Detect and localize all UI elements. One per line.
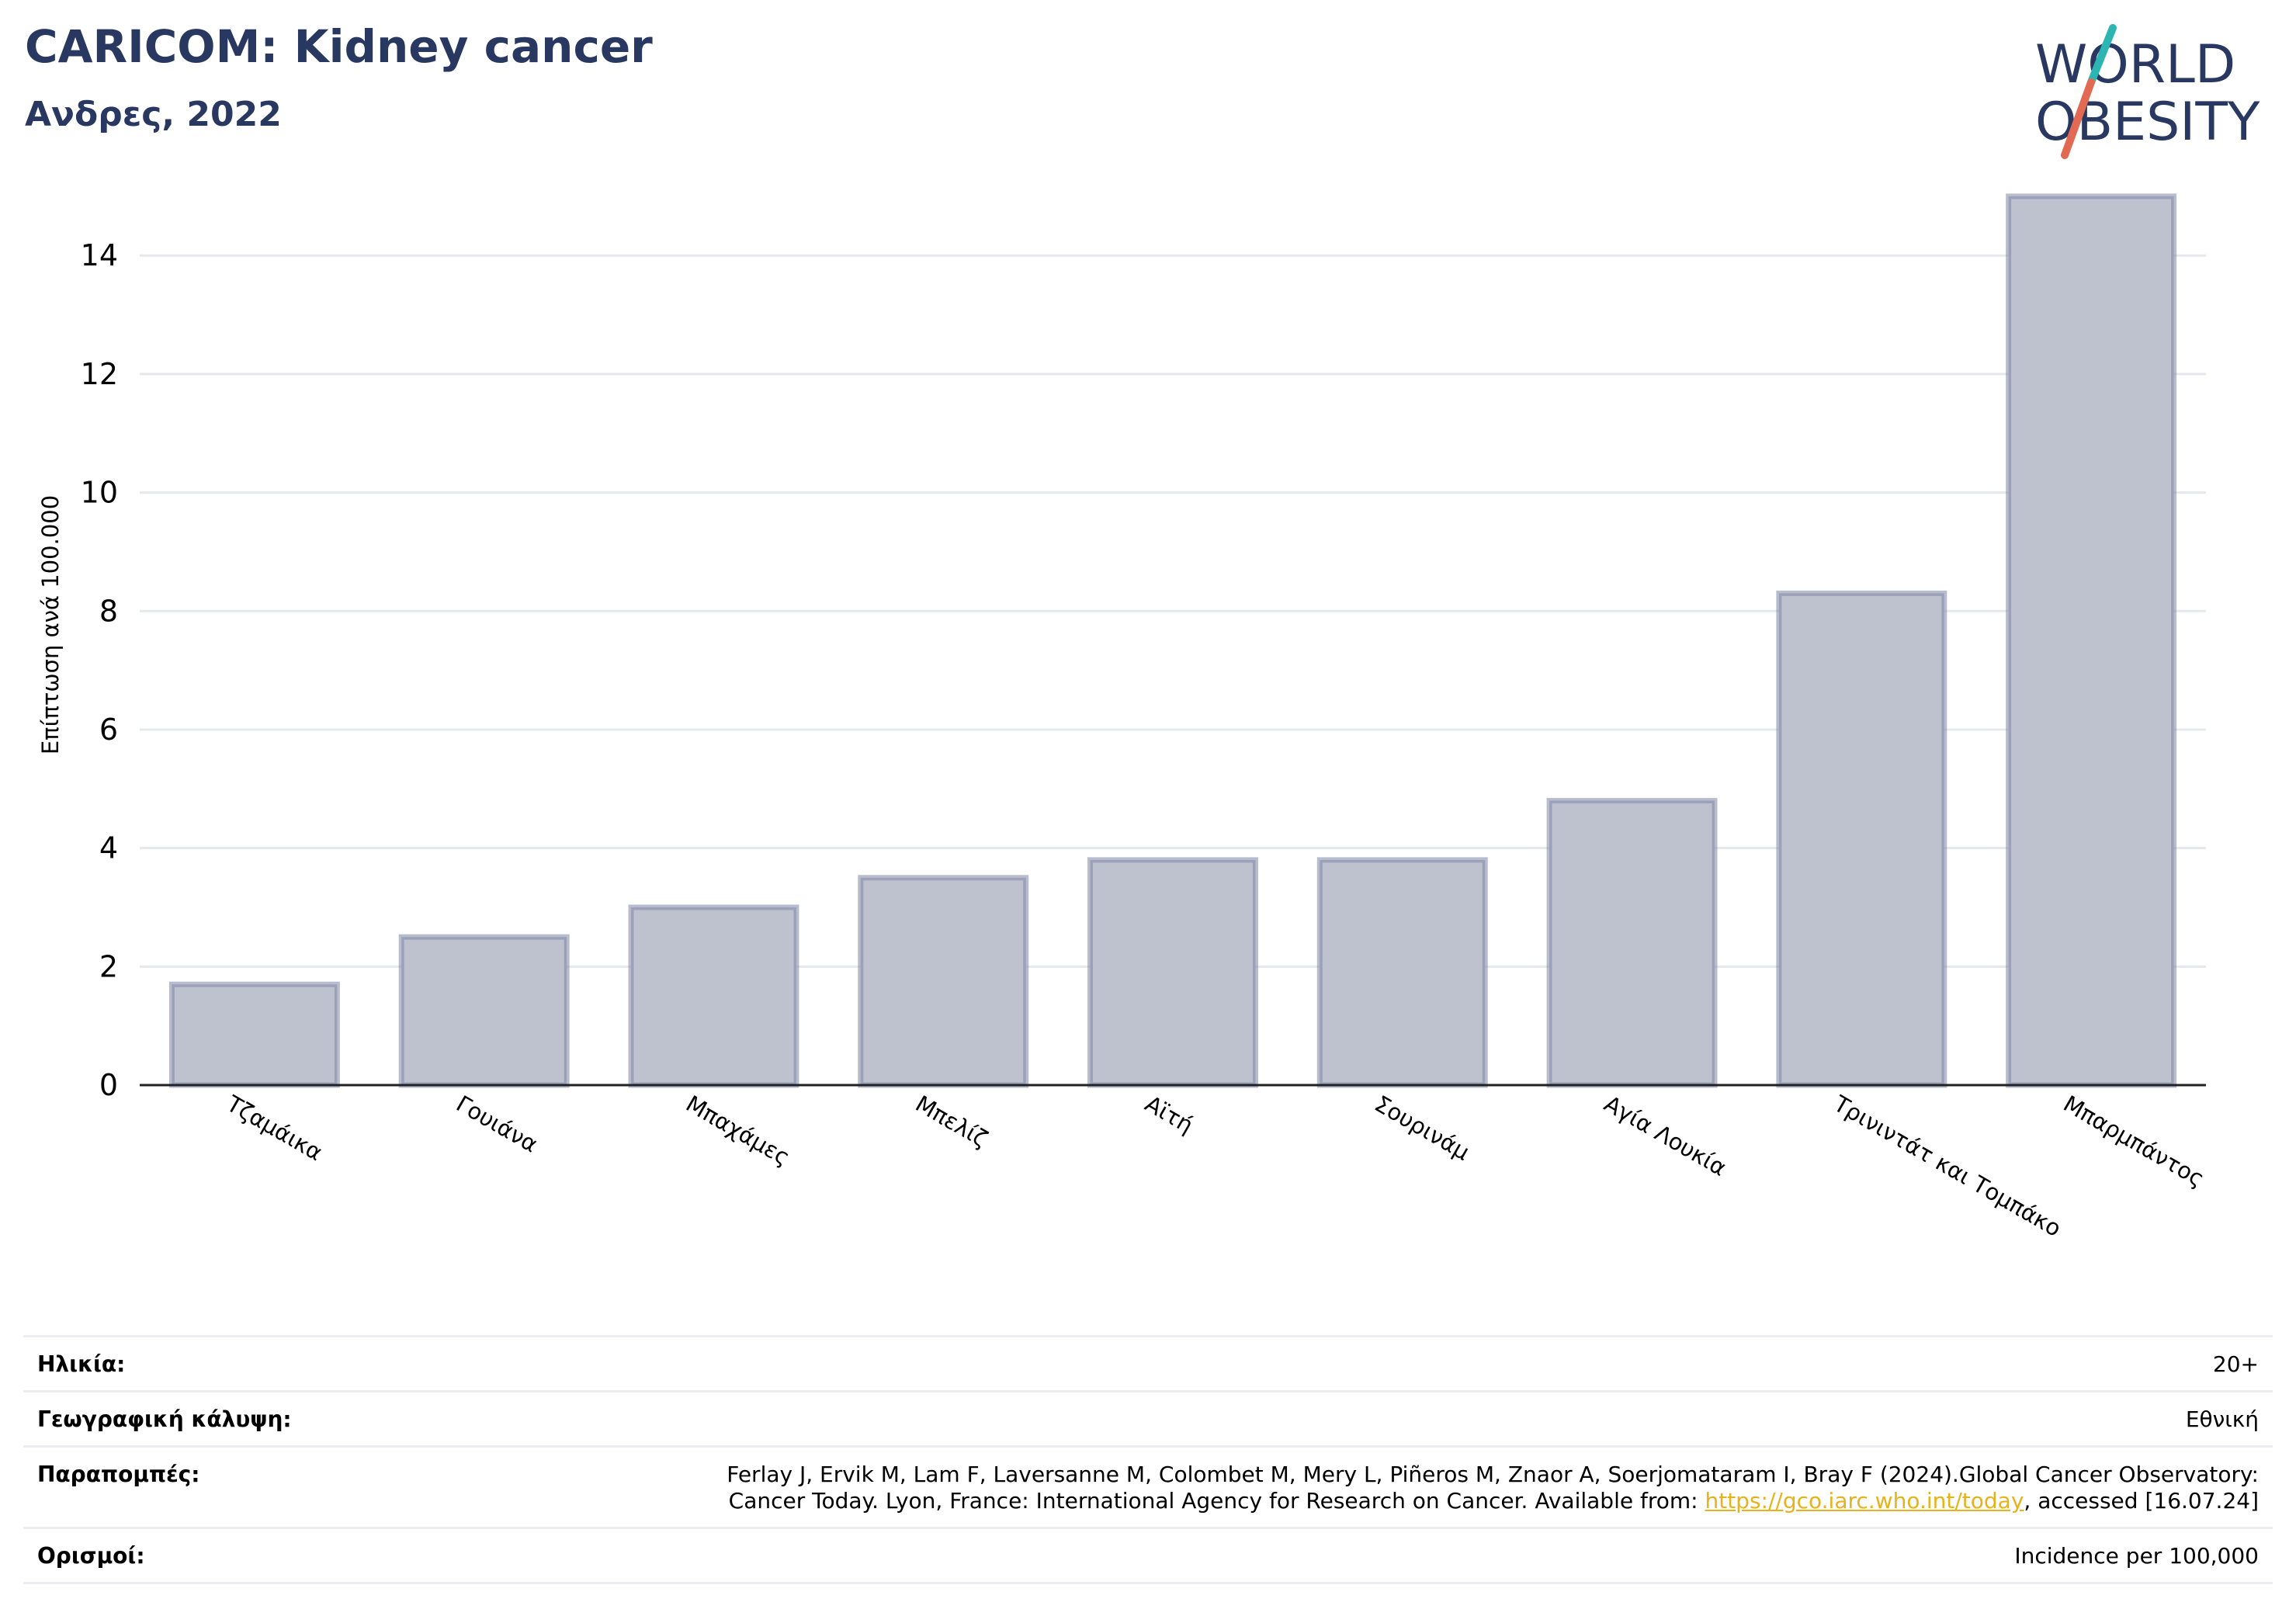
x-tick-label: Γουιάνα (452, 1091, 543, 1158)
meta-row-references: Παραπομπές: Ferlay J, Ervik M, Lam F, La… (23, 1445, 2273, 1527)
y-tick-label: 2 (99, 949, 118, 983)
bar (1776, 590, 1947, 1088)
logo-line-1: WORLD (2035, 34, 2235, 95)
y-axis-label: Επίπτωση ανά 100.000 (37, 495, 64, 754)
meta-value-definitions: Incidence per 100,000 (2014, 1543, 2259, 1569)
info-table: Ηλικία: 20+ Γεωγραφική κάλυψη: Εθνική Πα… (23, 1335, 2273, 1584)
bar (2006, 193, 2177, 1088)
y-tick-label: 14 (81, 238, 118, 272)
bar (168, 981, 340, 1088)
reference-line-1: Ferlay J, Ervik M, Lam F, Laversanne M, … (727, 1462, 2259, 1487)
chart-subtitle: Ανδρες, 2022 (25, 95, 282, 134)
y-tick-label: 6 (99, 713, 118, 747)
y-tick-label: 4 (99, 831, 118, 865)
x-tick-label: Αϊτή (1141, 1091, 1198, 1139)
bar (858, 875, 1029, 1088)
meta-value-age: 20+ (2212, 1351, 2259, 1377)
reference-line-2-prefix: Cancer Today. Lyon, France: Internationa… (728, 1488, 1705, 1514)
reference-line-2-suffix: , accessed [16.07.24] (2024, 1488, 2259, 1514)
x-tick-label: Τρινιντάτ και Τομπάκο (1829, 1090, 2065, 1242)
bars (168, 193, 2177, 1088)
y-tick-label: 10 (81, 476, 118, 510)
meta-label-age: Ηλικία: (37, 1351, 126, 1377)
x-tick-label: Σουρινάμ (1370, 1091, 1474, 1166)
meta-label-coverage: Γεωγραφική κάλυψη: (37, 1406, 292, 1432)
logo-slash-top (2087, 24, 2117, 86)
logo-slash-bottom (2061, 78, 2095, 159)
meta-row-age: Ηλικία: 20+ (23, 1335, 2273, 1390)
meta-row-definitions: Ορισμοί: Incidence per 100,000 (23, 1527, 2273, 1584)
bar-chart: 0 2 4 6 8 10 12 14 Τζαμάικα Γουιάνα Μπαχάμες Μπελίζ… (37, 193, 2209, 1242)
x-tick-label: Αγία Λουκία (1600, 1091, 1731, 1181)
x-tick-label: Μπαρμπάντος (2059, 1091, 2209, 1192)
bar (1316, 857, 1488, 1088)
y-tick-label: 0 (99, 1068, 118, 1102)
x-tick-label: Τζαμάικα (222, 1090, 328, 1166)
meta-value-coverage: Εθνική (2185, 1406, 2259, 1432)
bar (1546, 798, 1718, 1088)
bar (398, 934, 570, 1088)
meta-value-references: Ferlay J, Ervik M, Lam F, Laversanne M, … (727, 1462, 2259, 1514)
world-obesity-logo: WORLD OBESITY (2035, 24, 2260, 159)
bar (628, 904, 799, 1088)
x-tick-label: Μπελίζ (911, 1091, 992, 1153)
meta-label-definitions: Ορισμοί: (37, 1543, 145, 1569)
bar (1087, 857, 1258, 1088)
y-tick-label: 12 (81, 357, 118, 391)
reference-link[interactable]: https://gco.iarc.who.int/today (1705, 1488, 2024, 1514)
meta-row-coverage: Γεωγραφική κάλυψη: Εθνική (23, 1390, 2273, 1445)
chart-title: CARICOM: Kidney cancer (25, 20, 653, 73)
x-tick-label: Μπαχάμες (682, 1091, 795, 1171)
meta-label-references: Παραπομπές: (37, 1462, 200, 1487)
y-tick-label: 8 (99, 594, 118, 628)
